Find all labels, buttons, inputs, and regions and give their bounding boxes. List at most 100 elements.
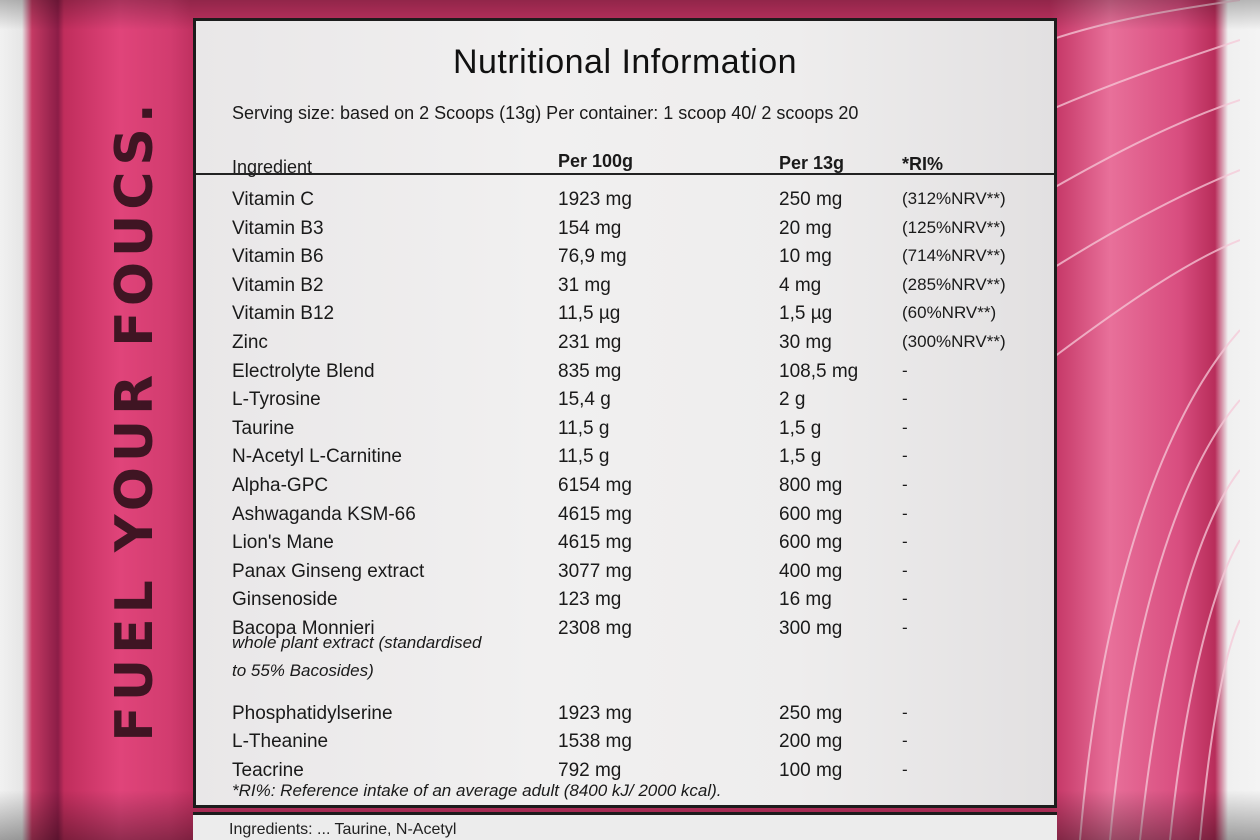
nutrient-ri: - xyxy=(902,475,908,494)
nutrient-per-13g: 300 mg xyxy=(779,618,843,639)
nutrient-name: Lion's Mane xyxy=(232,532,334,554)
nutrient-name: Alpha-GPC xyxy=(232,475,329,496)
nutrient-per-100g: 11,5 g xyxy=(558,446,610,468)
nutrient-per-100g: 123 mg xyxy=(558,589,622,611)
header-divider xyxy=(196,173,1054,175)
nutrient-per-100g: 11,5 µg xyxy=(558,303,621,325)
nutrient-name: Teacrine xyxy=(232,759,304,781)
nutrient-ri: (714%NRV**) xyxy=(902,246,1006,266)
nutrient-per-100g: 11,5 g xyxy=(558,417,610,439)
nutrient-name: Taurine xyxy=(232,417,295,439)
nutrient-per-13g: 2 g xyxy=(779,389,806,411)
nutrient-name: Vitamin B2 xyxy=(232,274,324,296)
nutrient-row: Zinc 231 mg 30 mg (300%NRV**) xyxy=(196,332,1054,360)
nutrient-per-100g: 31 mg xyxy=(558,274,611,296)
nutrient-ri: (60%NRV**) xyxy=(902,303,997,323)
nutrient-per-100g: 792 mg xyxy=(558,759,622,781)
nutrient-name: Vitamin B12 xyxy=(232,303,335,325)
nutrient-per-100g: 154 mg xyxy=(558,217,622,239)
bacopa-note-line-1: whole plant extract (standardised xyxy=(232,633,482,652)
nutrient-ri: - xyxy=(902,446,908,466)
nutrient-ri: - xyxy=(902,503,908,523)
nutrient-row: Teacrine 792 mg 100 mg - xyxy=(196,760,1054,788)
nutrient-name: Vitamin B6 xyxy=(232,246,324,268)
nutrient-per-13g: 30 mg xyxy=(779,332,832,353)
nutrient-per-13g: 400 mg xyxy=(779,560,843,582)
nutrient-per-100g: 1923 mg xyxy=(558,189,632,210)
nutrient-per-100g: 231 mg xyxy=(558,332,622,353)
label-title: Nutritional Information xyxy=(452,43,798,81)
ri-footnote: *RI%: Reference intake of an average adu… xyxy=(232,781,722,800)
nutrient-per-13g: 600 mg xyxy=(779,532,843,554)
nutrient-row: Ginsenoside 123 mg 16 mg - xyxy=(196,589,1054,617)
nutrient-row: L-Theanine 1538 mg 200 mg - xyxy=(196,731,1054,759)
nutrient-per-100g: 15,4 g xyxy=(558,389,611,411)
nutrient-name: Phosphatidylserine xyxy=(232,702,393,724)
nutrient-per-13g: 250 mg xyxy=(779,702,843,724)
nutrient-per-13g: 800 mg xyxy=(779,475,843,496)
nutrient-row: Lion's Mane 4615 mg 600 mg - xyxy=(196,532,1054,560)
nutrient-row: L-Tyrosine 15,4 g 2 g - xyxy=(196,389,1054,417)
nutrient-name: Electrolyte Blend xyxy=(232,360,375,382)
nutrient-per-100g: 835 mg xyxy=(558,360,622,382)
tagline: FUEL YOUR FOUCS. xyxy=(105,98,165,742)
nutrient-ri: - xyxy=(902,532,908,552)
nutrient-per-13g: 4 mg xyxy=(779,274,822,296)
nutrient-ri: (312%NRV**) xyxy=(902,189,1006,208)
decorative-wave-lines xyxy=(1050,0,1240,840)
nutrient-per-13g: 16 mg xyxy=(779,589,832,611)
nutrient-per-13g: 1,5 µg xyxy=(779,303,833,325)
nutrient-ri: - xyxy=(902,589,908,609)
header-per-100g: Per 100g xyxy=(558,151,634,171)
nutrient-ri: - xyxy=(902,618,908,637)
nutrient-per-13g: 250 mg xyxy=(779,189,843,210)
nutrient-name: L-Tyrosine xyxy=(232,389,321,411)
nutrient-ri: - xyxy=(902,759,908,779)
nutrient-row: Vitamin B2 31 mg 4 mg (285%NRV**) xyxy=(196,275,1054,303)
nutrient-row: Vitamin B12 11,5 µg 1,5 µg (60%NRV**) xyxy=(196,303,1054,331)
nutrient-per-13g: 1,5 g xyxy=(779,446,822,468)
nutrient-per-100g: 1923 mg xyxy=(558,702,632,724)
nutrient-row: Alpha-GPC 6154 mg 800 mg - xyxy=(196,475,1054,503)
nutrient-row: Ashwaganda KSM-66 4615 mg 600 mg - xyxy=(196,504,1054,532)
nutrient-name: Vitamin C xyxy=(232,189,315,210)
nutrient-row: Vitamin C 1923 mg 250 mg (312%NRV**) xyxy=(196,189,1054,217)
nutrient-row: Taurine 11,5 g 1,5 g - xyxy=(196,418,1054,446)
nutrient-name: L-Theanine xyxy=(232,731,329,753)
serving-info: Serving size: based on 2 Scoops (13g) Pe… xyxy=(232,103,859,123)
nutrient-ri: - xyxy=(902,360,908,380)
nutrient-per-100g: 4615 mg xyxy=(558,503,632,525)
nutrient-ri: (125%NRV**) xyxy=(902,217,1006,237)
nutrient-name: N-Acetyl L-Carnitine xyxy=(232,446,402,468)
nutrient-per-100g: 6154 mg xyxy=(558,475,632,496)
nutrient-per-13g: 600 mg xyxy=(779,503,843,525)
nutrient-per-100g: 3077 mg xyxy=(558,560,632,582)
header-per-13g: Per 13g xyxy=(779,153,845,173)
nutrient-ri: (300%NRV**) xyxy=(902,332,1006,351)
nutrient-ri: (285%NRV**) xyxy=(902,274,1006,294)
nutrient-row: N-Acetyl L-Carnitine 11,5 g 1,5 g - xyxy=(196,446,1054,474)
nutrient-row: Phosphatidylserine 1923 mg 250 mg - xyxy=(196,703,1054,731)
nutrient-ri: - xyxy=(902,702,908,722)
nutrient-row: Panax Ginseng extract 3077 mg 400 mg - xyxy=(196,561,1054,589)
nutrient-per-13g: 10 mg xyxy=(779,246,832,268)
ingredients-strip: Ingredients: ... Taurine, N-Acetyl xyxy=(193,812,1057,840)
nutrient-ri: - xyxy=(902,560,908,580)
header-ingredient: Ingredient xyxy=(232,157,313,177)
nutrition-label: Nutritional Information Serving size: ba… xyxy=(193,18,1057,808)
nutrient-row: Electrolyte Blend 835 mg 108,5 mg - xyxy=(196,361,1054,389)
nutrient-ri: - xyxy=(902,389,908,409)
nutrient-name: Ashwaganda KSM-66 xyxy=(232,503,416,525)
nutrient-name: Vitamin B3 xyxy=(232,217,324,239)
nutrient-row: Bacopa Monnieri 2308 mg 300 mg - xyxy=(196,618,1054,646)
nutrient-ri: - xyxy=(902,731,908,751)
nutrient-name: Panax Ginseng extract xyxy=(232,560,425,582)
nutrient-row: Vitamin B3 154 mg 20 mg (125%NRV**) xyxy=(196,218,1054,246)
nutrient-per-100g: 4615 mg xyxy=(558,532,632,554)
nutrient-name: Zinc xyxy=(232,332,268,353)
nutrient-per-100g: 2308 mg xyxy=(558,618,632,639)
nutrient-per-13g: 100 mg xyxy=(779,759,843,781)
nutrient-name: Bacopa Monnieri xyxy=(232,618,375,639)
nutrient-per-100g: 1538 mg xyxy=(558,731,632,753)
nutrient-ri: - xyxy=(902,417,908,437)
